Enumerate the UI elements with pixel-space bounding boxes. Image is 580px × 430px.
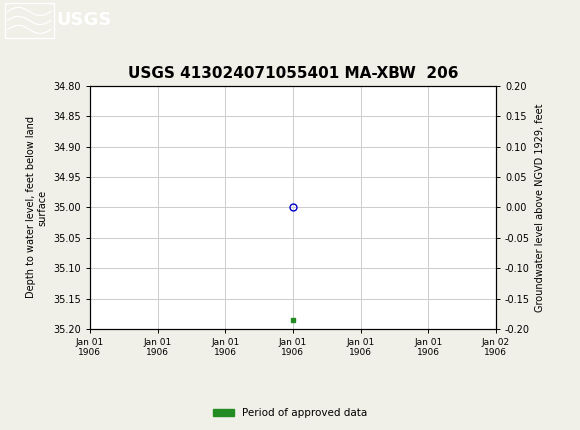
Y-axis label: Depth to water level, feet below land
surface: Depth to water level, feet below land su… <box>26 117 48 298</box>
Title: USGS 413024071055401 MA-XBW  206: USGS 413024071055401 MA-XBW 206 <box>128 66 458 81</box>
Legend: Period of approved data: Period of approved data <box>209 404 371 423</box>
Text: USGS: USGS <box>57 12 112 29</box>
Bar <box>5 3 54 37</box>
Y-axis label: Groundwater level above NGVD 1929, feet: Groundwater level above NGVD 1929, feet <box>535 103 545 312</box>
